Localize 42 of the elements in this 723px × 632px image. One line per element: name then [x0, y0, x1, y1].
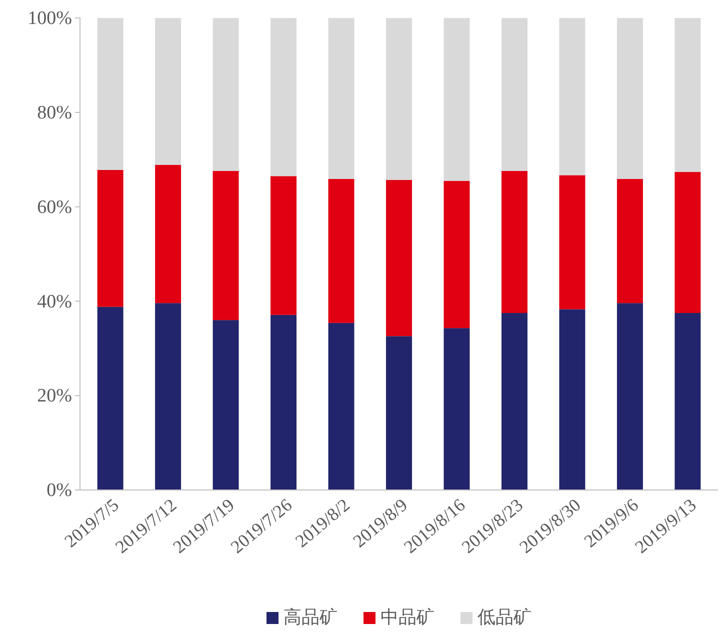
bar: [270, 314, 297, 490]
bar: [501, 170, 528, 313]
bar: [155, 164, 182, 304]
y-tick-label: 0%: [46, 480, 72, 502]
bar: [328, 322, 354, 490]
bar: [501, 18, 528, 171]
bar: [559, 309, 586, 490]
y-tick-label: 100%: [28, 8, 72, 30]
legend-label: 中品矿: [380, 607, 434, 627]
bar: [444, 328, 470, 490]
bar: [501, 313, 528, 490]
bar: [97, 18, 124, 170]
bar: [674, 18, 701, 172]
bar: [270, 18, 297, 176]
bar: [270, 176, 297, 315]
bar: [674, 313, 701, 490]
bar: [155, 18, 182, 165]
bar: [616, 178, 643, 304]
y-tick-label: 80%: [37, 102, 72, 124]
bar: [212, 18, 239, 171]
bar: [444, 180, 470, 328]
bar: [386, 336, 412, 490]
bar: [155, 303, 182, 490]
bar: [212, 320, 239, 490]
bar: [97, 306, 124, 490]
bar: [328, 178, 354, 323]
bar: [616, 303, 643, 490]
y-tick-label: 40%: [37, 291, 72, 312]
bar: [674, 172, 701, 313]
bar: [559, 175, 586, 310]
bar: [616, 18, 643, 179]
y-tick-label: 20%: [37, 386, 72, 407]
bar: [444, 18, 470, 181]
bar: [328, 18, 354, 179]
bar: [386, 18, 412, 180]
bar: [212, 170, 239, 320]
legend-label: 低品矿: [478, 607, 532, 627]
bar: [559, 18, 586, 176]
bar: [97, 170, 124, 307]
y-tick-label: 60%: [37, 196, 72, 218]
bar: [386, 180, 412, 336]
legend-label: 高品矿: [284, 607, 338, 627]
